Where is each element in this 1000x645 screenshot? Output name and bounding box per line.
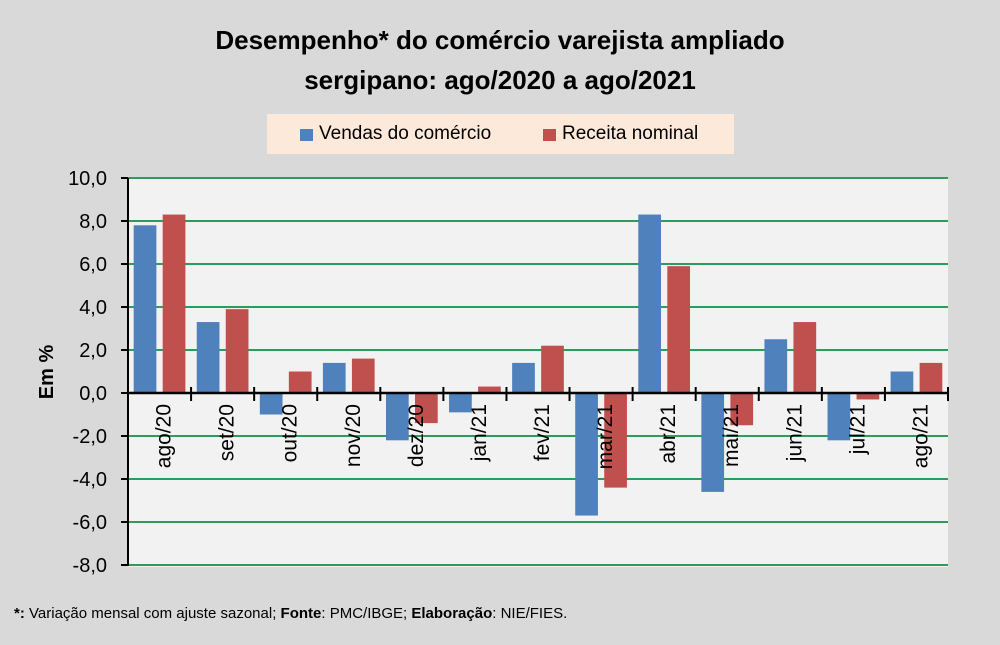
chart-title-line-2: sergipano: ago/2020 a ago/2021 [304, 65, 696, 95]
legend: Vendas do comércio Receita nominal [267, 114, 734, 154]
bar-receita-nominal-fev-21 [541, 345, 564, 393]
legend-label-receita: Receita nominal [562, 123, 699, 144]
y-tick-label: 8,0 [79, 211, 107, 233]
footnote-source: : PMC/IBGE; [321, 605, 412, 622]
bar-vendas-do-comercio-ago-20 [133, 225, 157, 393]
x-tick-label: mar/21 [594, 404, 617, 469]
axes [127, 178, 948, 566]
footnote: *: Variação mensal com ajuste sazonal; F… [14, 604, 567, 624]
bar-vendas-do-comercio-set-20 [196, 322, 220, 393]
footnote-source-label: Fonte [280, 605, 322, 622]
x-axis-tick-labels: ago/20 set/20 out/20 nov/20 dez/20 jan/21 fev/… [153, 404, 933, 469]
legend-label-vendas: Vendas do comércio [319, 123, 492, 144]
footnote-asterisk: *: [14, 605, 25, 622]
bar-vendas-do-comercio-jul-21 [827, 393, 851, 441]
bar-receita-nominal-jan-21 [478, 386, 501, 393]
bar-vendas-do-comercio-fev-21 [512, 362, 535, 393]
y-tick-label: -2,0 [73, 426, 107, 448]
bar-receita-nominal-abr-21 [667, 266, 691, 393]
legend-item-vendas: Vendas do comércio [300, 114, 491, 154]
footnote-author-label: Elaboração [411, 605, 493, 622]
x-tick-label: jul/21 [846, 404, 869, 455]
bar-receita-nominal-nov-20 [351, 358, 375, 393]
y-axis-title: Em % [36, 345, 58, 400]
plot-area [128, 178, 948, 567]
bar-vendas-do-comercio-mar-21 [575, 393, 598, 516]
footnote-author: : NIE/FIES. [492, 605, 568, 622]
x-axis-ticks [127, 387, 949, 401]
bar-vendas-do-comercio-nov-20 [322, 362, 346, 393]
y-tick-label: -8,0 [73, 555, 107, 577]
x-tick-label: jun/21 [783, 404, 806, 462]
x-tick-label: abr/21 [657, 404, 680, 464]
bar-receita-nominal-out-20 [288, 371, 312, 393]
y-axis-tick-labels: -8,0 -6,0 -4,0 -2,0 0,0 2,0 4,0 6,0 8,0 10,0 [68, 168, 107, 577]
y-tick-label: -4,0 [73, 469, 107, 491]
y-axis-ticks [121, 177, 128, 566]
y-tick-label: 6,0 [79, 254, 107, 276]
bar-vendas-do-comercio-mai-21 [701, 393, 725, 492]
footnote-note: Variação mensal com ajuste sazonal; [24, 605, 281, 622]
chart-title-line-1: Desempenho* do comércio varejista amplia… [215, 25, 785, 55]
x-tick-label: ago/21 [909, 404, 932, 468]
bar-receita-nominal-mar-21 [604, 393, 627, 488]
x-tick-label: jan/21 [468, 404, 491, 462]
legend-item-receita: Receita nominal [543, 114, 698, 154]
bar-vendas-do-comercio-ago-21 [890, 371, 914, 393]
bar-receita-nominal-jul-21 [856, 393, 880, 400]
x-tick-label: dez/20 [405, 404, 428, 467]
bar-receita-nominal-set-20 [225, 309, 249, 393]
bar-vendas-do-comercio-out-20 [259, 393, 283, 415]
legend-swatch-receita [543, 129, 556, 141]
x-tick-label: fev/21 [531, 404, 554, 461]
bar-vendas-do-comercio-dez-20 [385, 393, 409, 441]
legend-swatch-vendas [300, 129, 313, 141]
bar-receita-nominal-dez-20 [415, 393, 438, 424]
y-tick-label: 0,0 [79, 383, 107, 405]
bar-vendas-do-comercio-jan-21 [449, 393, 472, 413]
y-tick-label: 2,0 [79, 340, 107, 362]
x-tick-label: nov/20 [342, 404, 365, 467]
bar-receita-nominal-mai-21 [730, 393, 754, 426]
x-tick-label: ago/20 [153, 404, 176, 468]
x-tick-label: mai/21 [720, 404, 743, 467]
bar-receita-nominal-ago-20 [162, 214, 186, 393]
chart-title: Desempenho* do comércio varejista amplia… [0, 20, 1000, 100]
x-tick-label: out/20 [279, 404, 302, 462]
y-tick-label: 4,0 [79, 297, 107, 319]
bars [133, 214, 943, 516]
x-tick-label: set/20 [216, 404, 239, 461]
y-tick-label: -6,0 [73, 512, 107, 534]
y-tick-label: 10,0 [68, 168, 107, 190]
bar-receita-nominal-jun-21 [793, 322, 817, 393]
bar-vendas-do-comercio-jun-21 [764, 339, 788, 393]
bar-receita-nominal-ago-21 [919, 362, 943, 393]
gridlines [128, 177, 948, 566]
bar-vendas-do-comercio-abr-21 [638, 214, 661, 393]
